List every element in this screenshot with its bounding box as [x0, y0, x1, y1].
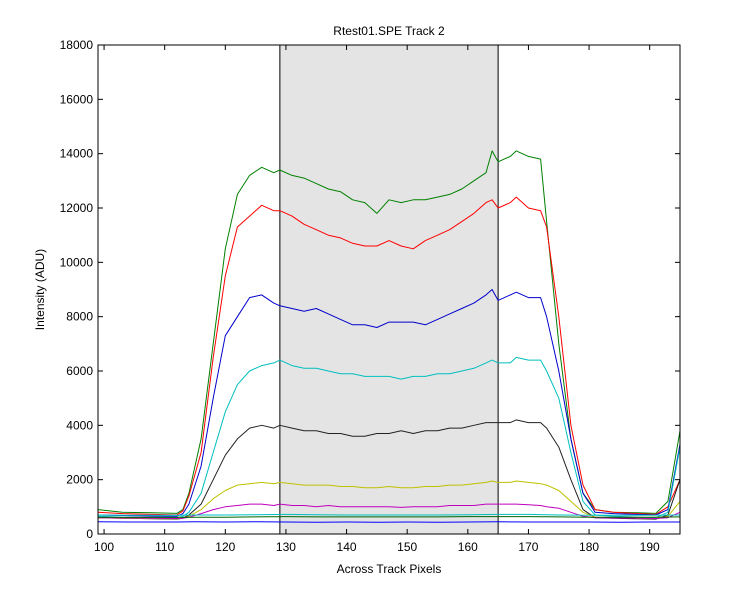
- highlight-region-layer: [279, 45, 499, 534]
- series-layer: [97, 150, 681, 523]
- series-line-6: [97, 480, 681, 520]
- y-axis-title: Intensity (ADU): [33, 249, 47, 330]
- series-line-10: [97, 521, 680, 523]
- x-axis-title: Across Track Pixels: [337, 562, 442, 576]
- axes-layer: 100 110 120 130 140 150 160 170 180 190 0 2000 4000 6…: [60, 38, 681, 554]
- x-tick-label: 120: [215, 540, 235, 554]
- x-tick-label: 130: [276, 540, 296, 554]
- x-tick-label: 170: [518, 540, 538, 554]
- plot-frame: [97, 44, 681, 535]
- series-line-2: [97, 196, 681, 516]
- y-tick-label: 10000: [60, 255, 94, 269]
- x-tick-label: 140: [337, 540, 357, 554]
- x-tick-label: 100: [94, 540, 114, 554]
- y-tick-label: 18000: [60, 38, 94, 52]
- series-line-5: [97, 419, 681, 520]
- series-line-8: [97, 513, 681, 516]
- series-line-7: [97, 503, 681, 519]
- x-tick-label: 150: [397, 540, 417, 554]
- y-tick-label: 8000: [66, 310, 93, 324]
- series-line-4: [97, 356, 681, 519]
- series-line-9: [97, 516, 681, 518]
- y-tick-label: 0: [86, 527, 93, 541]
- x-tick-label: 110: [155, 540, 174, 554]
- series-line-3: [97, 289, 681, 517]
- y-tick-label: 14000: [60, 147, 94, 161]
- y-tick-label: 12000: [60, 201, 94, 215]
- series-line-1: [97, 150, 681, 514]
- x-tick-label: 160: [458, 540, 478, 554]
- y-tick-label: 2000: [66, 473, 93, 487]
- y-tick-label: 6000: [66, 364, 93, 378]
- x-tick-label: 180: [579, 540, 599, 554]
- x-tick-label: 190: [640, 540, 660, 554]
- y-tick-label: 16000: [60, 92, 94, 106]
- chart-title: Rtest01.SPE Track 2: [333, 24, 445, 38]
- y-tick-label: 4000: [66, 418, 93, 432]
- highlight-region: [279, 45, 499, 534]
